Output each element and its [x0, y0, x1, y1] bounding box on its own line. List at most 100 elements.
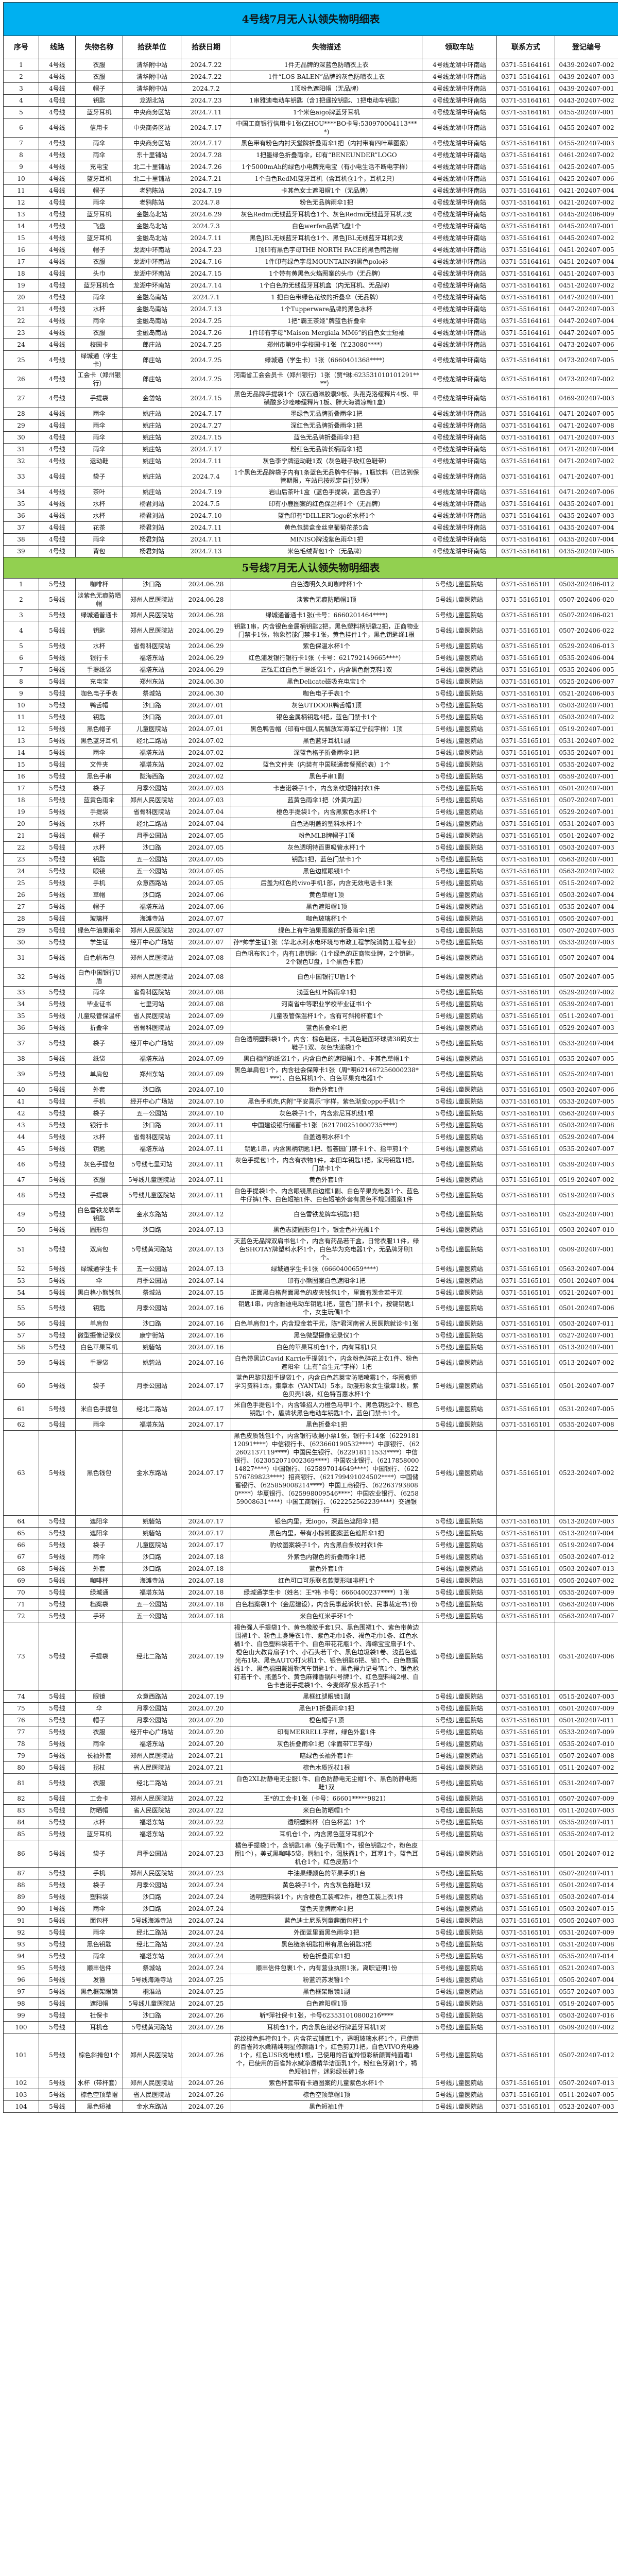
line-cell: 5号线: [39, 1891, 76, 1903]
item-name-cell: 工会卡（郑州银行）: [75, 369, 123, 389]
pickup-station-cell: 福塔东站: [123, 747, 181, 759]
line-cell: 5号线: [39, 578, 76, 590]
table-row: 90 1号线 雨伞 沙口路 2024.07.24 蓝色天堂牌雨伞1把 5号线儿童医院站 037…: [3, 1903, 618, 1915]
item-description-cell: 蓝色文件夹（内装有中国联通套餐预约表）1个: [231, 758, 422, 771]
item-name-cell: 绿城通（学生卡）: [75, 350, 123, 370]
line-cell: 4号线: [39, 149, 76, 161]
contact-phone-cell: 0371-55165101: [496, 1879, 555, 1891]
serial-no-cell: 27: [3, 388, 39, 408]
pickup-station-cell: 郑州人民医院站: [123, 1792, 181, 1805]
serial-no-cell: 72: [3, 1610, 39, 1622]
contact-phone-cell: 0371-55165101: [496, 829, 555, 842]
contact-phone-cell: 0371-55165101: [496, 1586, 555, 1599]
registration-no-cell: 0513-202407-001: [554, 1341, 618, 1353]
claim-station-cell: 5号线儿童医院站: [422, 1317, 497, 1330]
contact-phone-cell: 0371-55165101: [496, 1738, 555, 1750]
claim-station-cell: 5号线儿童医院站: [422, 1033, 497, 1053]
pickup-station-cell: 月季公园站: [123, 829, 181, 842]
table-row: 64 5号线 遮阳伞 姚砦站 2024.07.17 银色内里，无logo，深蓝色遮阳伞1把…: [3, 1515, 618, 1528]
claim-station-cell: 4号线龙湖中环南站: [422, 486, 497, 498]
line-cell: 5号线: [39, 675, 76, 688]
contact-phone-cell: 0371-55164161: [496, 137, 555, 149]
item-description-cell: 蓝色印有“DILLER”logo的水杯1个: [231, 510, 422, 522]
contact-phone-cell: 0371-55165101: [496, 687, 555, 700]
item-description-cell: 灰色袋子1个，内含索尼耳机线1根: [231, 1107, 422, 1120]
claim-station-cell: 5号线儿童医院站: [422, 948, 497, 968]
table-row: 93 5号线 黑色钥匙 经北二路站 2024.07.24 黑色链条钥匙扣带有黑色钥匙3把 5…: [3, 1938, 618, 1951]
pickup-station-cell: 经开中心广场站: [123, 936, 181, 948]
serial-no-cell: 52: [3, 1263, 39, 1275]
claim-station-cell: 5号线儿童医院站: [422, 1828, 497, 1840]
contact-phone-cell: 0371-55165101: [496, 1986, 555, 1998]
table-row: 96 5号线 发簪 5号线海滩寺站 2024.07.25 粉蓝流苏发簪1个 5号线儿童医院站…: [3, 1974, 618, 1986]
item-description-cell: 花纹棕色斜挎包1个，内含花式铺底1个，透明玻璃水杯1个，已使用的百雀羚水嫩精纯明…: [231, 2033, 422, 2077]
item-description-cell: 银色内里，无logo，深蓝色遮阳伞1把: [231, 1515, 422, 1528]
serial-no-cell: 7: [3, 664, 39, 676]
line-cell: 4号线: [39, 486, 76, 498]
line-cell: 5号线: [39, 1083, 76, 1096]
line-cell: 5号线: [39, 2009, 76, 2022]
item-name-cell: 雨伞: [75, 443, 123, 455]
pickup-date-cell: 2024.07.04: [181, 806, 231, 818]
line-cell: 5号线: [39, 806, 76, 818]
item-name-cell: 雨伞: [75, 408, 123, 420]
table-row: 27 4号线 手提袋 金岱站 2024.7.15 黑色无品牌手提袋1个（双石通淋胶囊9板、…: [3, 388, 618, 408]
pickup-date-cell: 2024.07.01: [181, 711, 231, 723]
serial-no-cell: 99: [3, 2009, 39, 2022]
line-cell: 5号线: [39, 901, 76, 913]
registration-no-cell: 0535-202407-001: [554, 747, 618, 759]
pickup-date-cell: 2024.07.09: [181, 1033, 231, 1053]
claim-station-cell: 5号线儿童医院站: [422, 986, 497, 998]
pickup-station-cell: 经北二路站: [123, 735, 181, 747]
table-row: 19 5号线 手提袋 省骨科医院站 2024.07.04 橙色手提袋1个，内含黑紫色水杯1…: [3, 806, 618, 818]
pickup-station-cell: 老鸦陈站: [123, 184, 181, 197]
contact-phone-cell: 0371-55165101: [496, 640, 555, 652]
pickup-station-cell: 清华附中站: [123, 82, 181, 95]
line-cell: 5号线: [39, 936, 76, 948]
line-cell: 5号线: [39, 723, 76, 735]
contact-phone-cell: 0371-55165101: [496, 901, 555, 913]
table-row: 47 5号线 衣服 5号线儿童医院站 2024.07.11 黄色外套1件 5号线儿童医院站 0…: [3, 1174, 618, 1186]
table-row: 12 5号线 黑色帽子 儿童医院站 2024.07.01 黑色鸭舌帽（印有中国人民解放军海…: [3, 723, 618, 735]
registration-no-cell: 0503-202407-003: [554, 841, 618, 854]
contact-phone-cell: 0371-55165101: [496, 1804, 555, 1817]
claim-station-cell: 5号线儿童医院站: [422, 1174, 497, 1186]
claim-station-cell: 5号线儿童医院站: [422, 924, 497, 937]
line-cell: 5号线: [39, 747, 76, 759]
contact-phone-cell: 0371-55165101: [496, 924, 555, 937]
table-row: 24 4号线 校园卡 郎庄站 2024.7.25 郑州市第9中学校园卡1张（Y.23080…: [3, 338, 618, 351]
claim-station-cell: 5号线儿童医院站: [422, 1926, 497, 1939]
pickup-date-cell: 2024.07.17: [181, 1515, 231, 1528]
pickup-date-cell: 2024.7.15: [181, 431, 231, 444]
serial-no-cell: 5: [3, 106, 39, 118]
table-row: 23 4号线 衣服 金融岛南站 2024.7.26 1件印有字母“Maison Mergi…: [3, 327, 618, 339]
item-description-cell: 米白色防晒帽1个: [231, 1804, 422, 1817]
pickup-station-cell: 金融岛北站: [123, 232, 181, 244]
table-row: 60 5号线 袋子 月季公园站 2024.07.17 蓝色巴黎贝甜手提袋1个，内含白色芯莱…: [3, 1372, 618, 1400]
contact-phone-cell: 0371-55165101: [496, 1430, 555, 1516]
table-row: 102 5号线 水杯（带杯套） 郑州人民医院站 2024.07.26 紫色杯套带有卡通图案…: [3, 2077, 618, 2089]
contact-phone-cell: 0371-55164161: [496, 196, 555, 209]
item-description-cell: 河南省中等职业学校毕业证书1个: [231, 998, 422, 1010]
pickup-date-cell: 2024.07.01: [181, 699, 231, 711]
pickup-date-cell: 2024.07.13: [181, 1235, 231, 1263]
registration-no-cell: 0527-202407-001: [554, 1329, 618, 1342]
item-description-cell: 绿城通学生卡1张（6660400659****）: [231, 1263, 422, 1275]
serial-no-cell: 43: [3, 1119, 39, 1131]
item-description-cell: 1个米色aigo牌蓝牙耳机: [231, 106, 422, 118]
pickup-station-cell: 郑州人民医院站: [123, 621, 181, 640]
item-name-cell: 雨伞: [75, 1418, 123, 1431]
registration-no-cell: 0511-202407-002: [554, 1761, 618, 1774]
pickup-date-cell: 2024.07.08: [181, 986, 231, 998]
pickup-station-cell: 经北二路站: [123, 1622, 181, 1691]
item-description-cell: 白色带黑边Cavid Karrie手提袋1个，内含粉色碎花上衣1件、粉色遮阳伞（…: [231, 1353, 422, 1372]
claim-station-cell: 4号线龙湖中环南站: [422, 388, 497, 408]
pickup-station-cell: 杨君刘站: [123, 510, 181, 522]
line-cell: 5号线: [39, 1867, 76, 1879]
pickup-date-cell: 2024.7.25: [181, 369, 231, 389]
item-name-cell: 雨伞: [75, 747, 123, 759]
item-name-cell: 帽子: [75, 82, 123, 95]
table-row: 6 5号线 银行卡 福塔东站 2024.06.29 红色浦发银行银行卡1张（卡号：6217…: [3, 652, 618, 664]
table-row: 31 5号线 白色帆布包 郑州人民医院站 2024.07.08 白色帆布包1个，内有1串钥…: [3, 948, 618, 968]
registration-no-cell: 0447-202407-005: [554, 327, 618, 339]
